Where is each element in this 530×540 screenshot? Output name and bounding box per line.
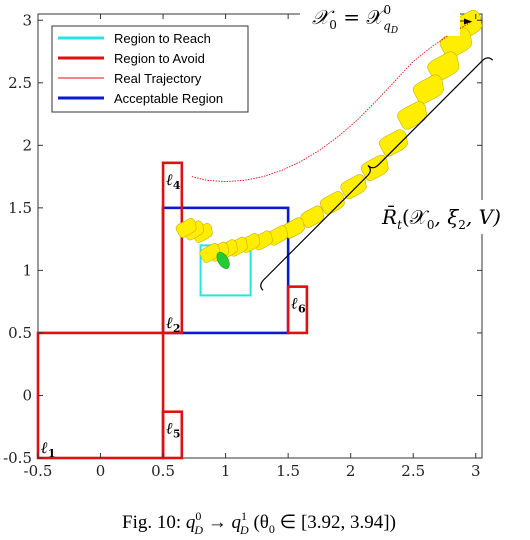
x-tick-label: 1.5	[276, 462, 300, 480]
caption-q1: q	[232, 512, 242, 533]
x-tick-label: -0.5	[24, 462, 53, 480]
reach-set-blob-shape	[379, 129, 408, 157]
terminal-set-blob	[216, 251, 230, 269]
reach-set-blob-shape	[282, 217, 305, 239]
brace-label-args-sub: 0	[427, 218, 435, 232]
y-tick-label: 3	[22, 11, 32, 29]
caption-cond: (θ	[249, 512, 269, 533]
reach-set-blob	[319, 191, 345, 215]
brace-label-bg	[380, 200, 528, 234]
figure-caption: Fig. 10: q0 D → q1 D (θ0 ∈ [3.92, 3.94])	[122, 509, 396, 537]
annotations-layer: 𝒳0 = 𝒳0 qDR̄t(𝒳0, ξ2, V)	[260, 0, 528, 291]
reach-set-blob	[379, 129, 408, 157]
avoid-region	[161, 410, 184, 460]
caption-arrow: →	[203, 512, 232, 533]
start-arrowhead	[463, 18, 472, 25]
reach-set-blob-shape	[300, 205, 325, 228]
brace-label-xi-sub: 2	[458, 218, 466, 232]
caption-cond-sub: 0	[269, 522, 275, 536]
region-label-6-sub: 6	[298, 303, 306, 316]
brace-label: R̄t(𝒳0, ξ2, V)	[381, 204, 501, 232]
legend-label: Real Trajectory	[114, 71, 202, 86]
y-tick-label: 0	[22, 386, 32, 404]
reach-set-blob	[282, 217, 305, 239]
x-tick-label: 3	[471, 462, 481, 480]
top-label-qsub: D	[390, 26, 398, 36]
legend-label: Acceptable Region	[114, 91, 223, 106]
caption-sub1: D	[239, 523, 249, 537]
reach-set-blob-shape	[319, 191, 345, 215]
x-tick-label: 0	[96, 462, 106, 480]
caption-q0: q	[186, 512, 196, 533]
reach-set-blob	[300, 205, 325, 228]
reach-set-blob-shape	[340, 174, 367, 200]
top-label-eq: = 𝒳	[337, 5, 386, 29]
caption-cond-rest: ∈ [3.92, 3.94])	[275, 512, 396, 533]
x-tick-label: 2.5	[401, 462, 425, 480]
reach-set-blob	[175, 218, 197, 238]
reach-set-blob	[340, 174, 367, 200]
reach-set-blob-shape	[175, 218, 197, 238]
x-tick-label: 0.5	[151, 462, 175, 480]
y-tick-label: -0.5	[3, 449, 32, 467]
y-tick-label: 0.5	[8, 324, 32, 342]
caption-layer: Fig. 10: q0 D → q1 D (θ0 ∈ [3.92, 3.94])	[122, 509, 396, 537]
brace-label-xi: , ξ	[435, 205, 460, 229]
y-tick-label: 1	[22, 261, 32, 279]
region-label-2-sub: 2	[173, 322, 181, 335]
top-label-bg	[300, 0, 460, 36]
region-label-5-sub: 5	[173, 428, 181, 441]
x-tick-label: 2	[346, 462, 356, 480]
top-label-sub: 0	[329, 18, 337, 32]
avoid-region	[286, 285, 309, 335]
region-label-1-sub: 1	[48, 447, 56, 460]
y-tick-label: 2	[22, 136, 32, 154]
region-label-4-sub: 4	[173, 179, 181, 192]
caption-sup1: 1	[241, 509, 247, 523]
top-label-sup: 0	[384, 3, 392, 17]
trajectory-layer	[191, 18, 473, 183]
legend: Region to Reach Region to Avoid Real Traje…	[51, 25, 249, 113]
y-tick-label: 2.5	[8, 74, 32, 92]
brace-label-args: (𝒳	[402, 205, 430, 229]
x-tick-label: 1	[221, 462, 231, 480]
legend-label: Region to Avoid	[114, 51, 205, 66]
brace-label-end: , V)	[466, 205, 501, 229]
y-tick-label: 1.5	[8, 199, 32, 217]
caption-sup0: 0	[195, 509, 201, 523]
avoid-region	[161, 161, 184, 335]
caption-sub0: D	[193, 523, 203, 537]
legend-label: Region to Reach	[114, 31, 211, 46]
real-trajectory-line	[191, 21, 473, 183]
brace-label-sub: t	[397, 218, 402, 232]
top-label-q: q	[383, 19, 391, 33]
ticks-layer: -0.5 0 0.5 1 1.5 2 2.5 3 -0.5 0 0.5 1 1.5 2 2.5 3	[3, 11, 482, 480]
